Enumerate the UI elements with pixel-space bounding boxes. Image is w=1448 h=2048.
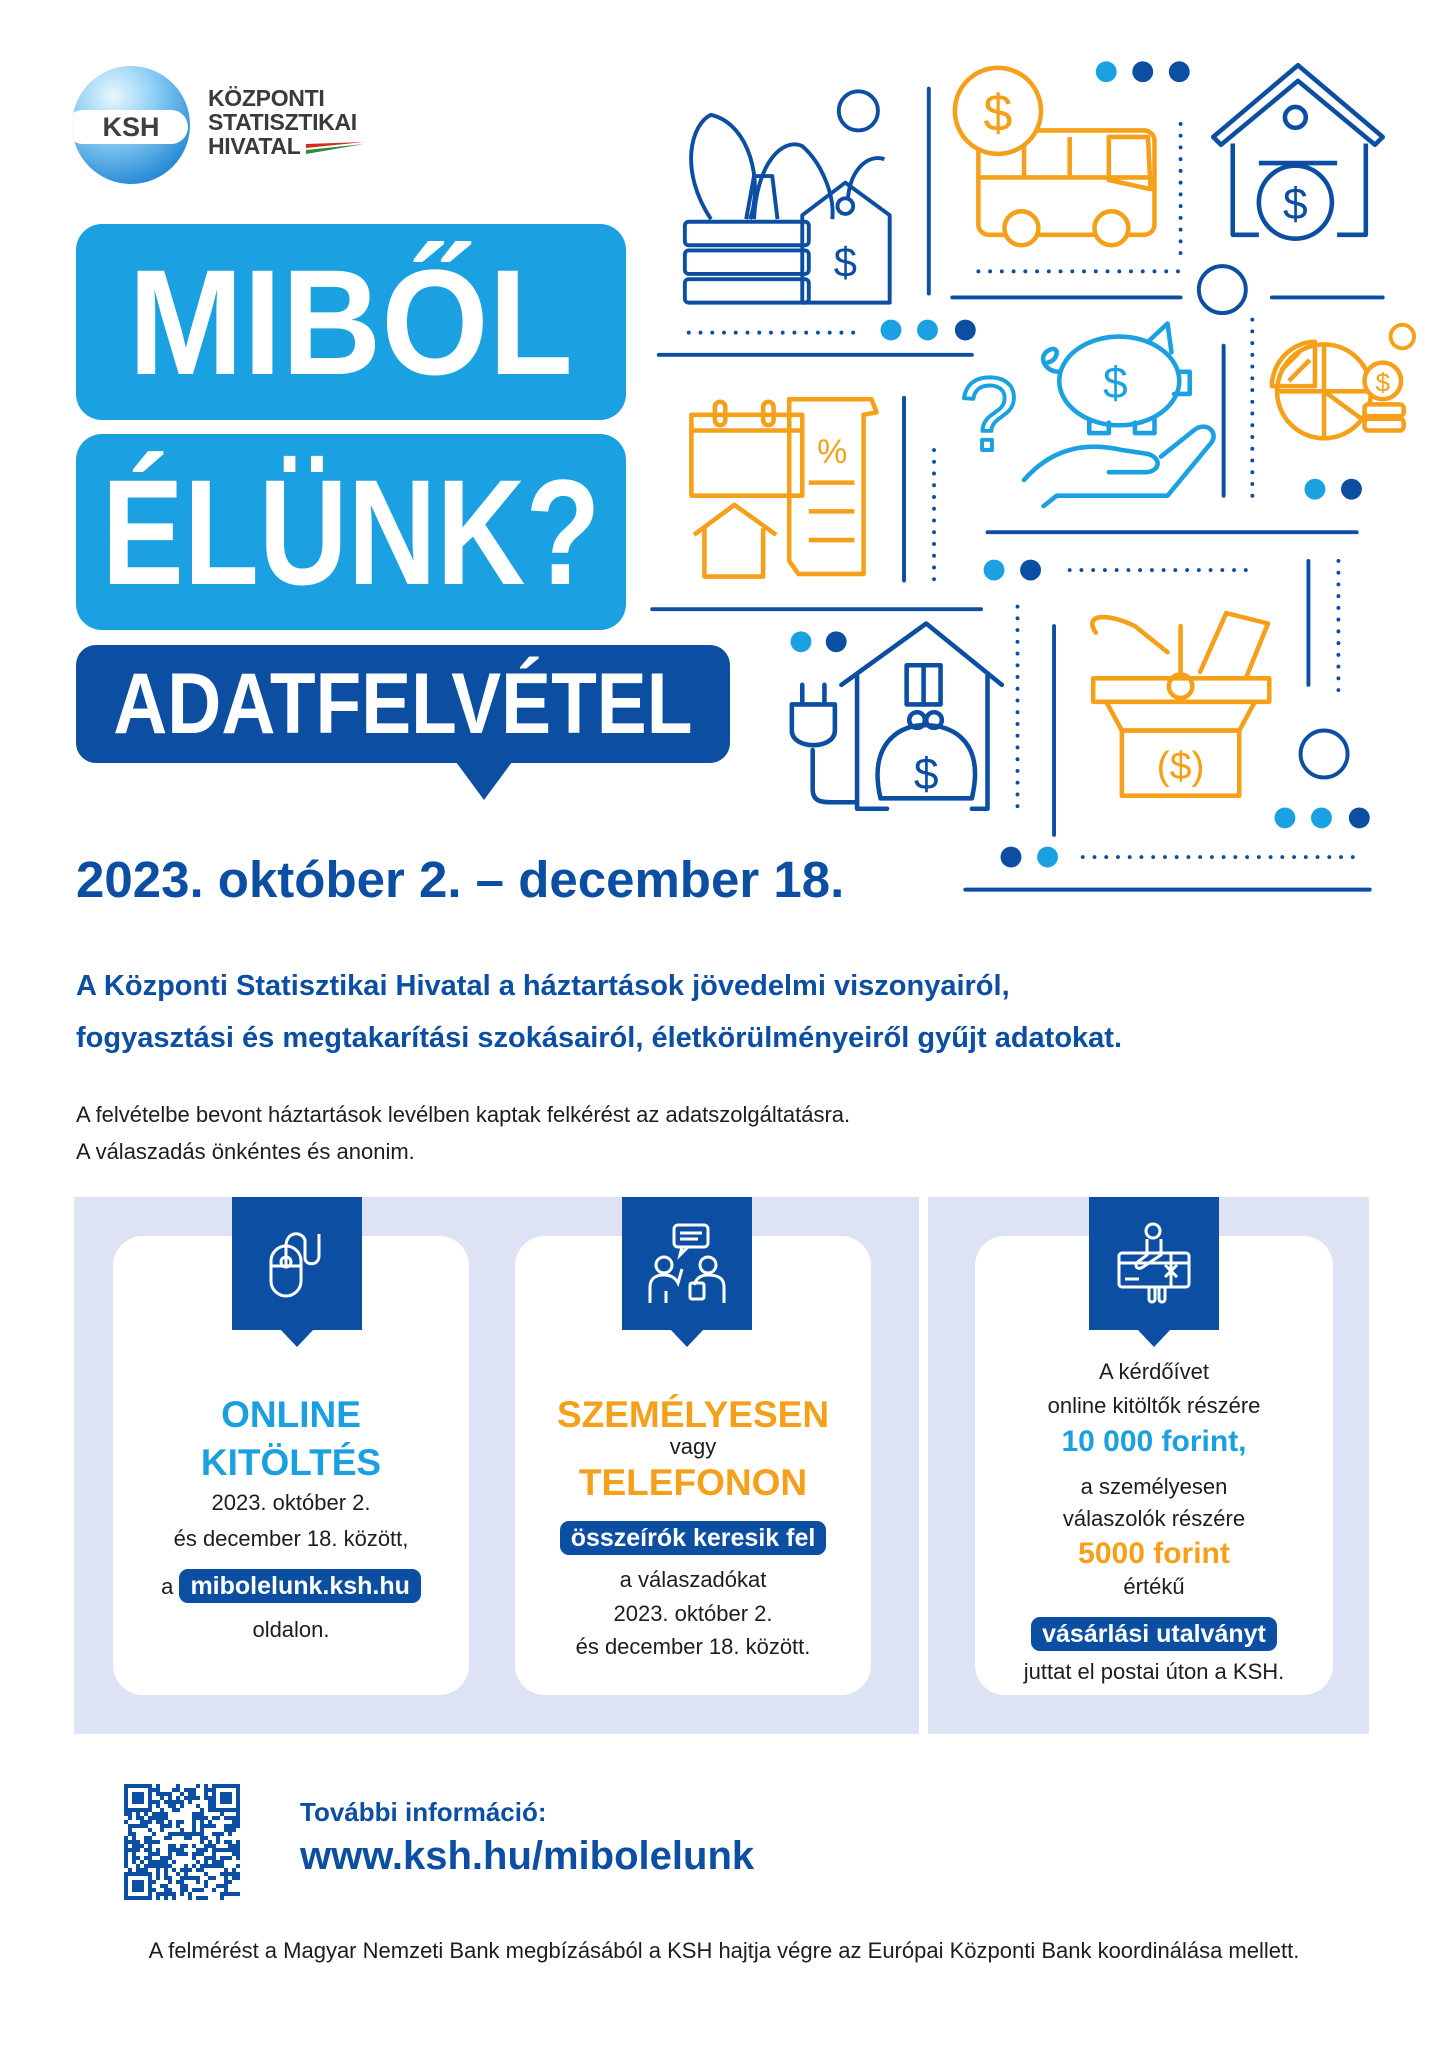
house-utilities-purse-icon: $: [789, 621, 1005, 812]
online-icon-tab: [232, 1197, 362, 1330]
intro-body-line: A válaszadás önkéntes és anonim.: [76, 1139, 415, 1164]
reward-icon-tab: [1089, 1197, 1219, 1330]
online-date-line: és december 18. között,: [173, 1526, 409, 1551]
connector-lines: [650, 86, 1385, 892]
subtitle: ADATFELVÉTEL: [113, 656, 693, 752]
bus-money-icon: $: [952, 65, 1157, 248]
svg-text:$: $: [983, 84, 1012, 142]
logo-wordmark: KÖZPONTI STATISZTIKAI HIVATAL: [208, 86, 357, 158]
in-person-reward-amount: 5000 forint: [1078, 1537, 1230, 1570]
reward-line: értékű: [1123, 1574, 1185, 1599]
dotted-lines: [686, 121, 1366, 859]
intro-lead: A Központi Statisztikai Hivatal a háztar…: [76, 960, 1122, 1064]
survey-date-range: 2023. október 2. – december 18.: [76, 851, 845, 908]
piggy-bank-hand-icon: ? $: [958, 321, 1216, 509]
in-person-line: a válaszadókat: [619, 1567, 767, 1592]
qr-finder-pattern: [220, 1792, 232, 1804]
online-survey-link[interactable]: mibolelunk.ksh.hu: [179, 1569, 421, 1603]
subtitle-pointer: [456, 762, 512, 800]
pie-chart-coins-icon: $: [1269, 339, 1406, 441]
online-card: ONLINE KITÖLTÉS 2023. október 2. és dece…: [113, 1236, 469, 1695]
in-person-line: 2023. október 2.: [613, 1601, 773, 1626]
svg-text:$: $: [1103, 359, 1128, 408]
online-reward-amount: 10 000 forint,: [1061, 1425, 1247, 1458]
interview-people-icon: [648, 1223, 726, 1303]
svg-text:$: $: [1376, 367, 1391, 397]
online-date-line: 2023. október 2.: [211, 1490, 371, 1515]
hero-title-line-2: ÉLÜNK?: [101, 448, 601, 616]
qr-finder-pattern: [132, 1792, 144, 1804]
bills-calendar-icon: %: [689, 396, 879, 579]
online-link-suffix: oldalon.: [252, 1617, 330, 1642]
voucher-badge-row: vásárlási utalványt: [975, 1615, 1333, 1655]
svg-text:($): ($): [1157, 745, 1205, 788]
in-person-title: SZEMÉLYESEN: [556, 1394, 830, 1435]
logo-band: [72, 110, 188, 144]
online-link-prefix: a: [161, 1574, 174, 1599]
online-title: KITÖLTÉS: [200, 1442, 382, 1483]
voucher-badge: vásárlási utalványt: [1031, 1617, 1277, 1651]
subtitle-box: ADATFELVÉTEL: [76, 645, 730, 763]
hungarian-flag-stripe-icon: [306, 142, 364, 154]
house-savings-icon: $: [1210, 62, 1386, 241]
online-link-row: a mibolelunk.ksh.hu: [113, 1567, 469, 1607]
logo-line: STATISZTIKAI: [208, 109, 357, 135]
reward-line: válaszolók részére: [1062, 1506, 1246, 1531]
logo-abbreviation: KSH: [102, 112, 160, 142]
intro-lead-line: A Központi Statisztikai Hivatal a háztar…: [76, 970, 1010, 1002]
intro-body-line: A felvételbe bevont háztartások levélben…: [76, 1102, 851, 1127]
svg-text:?: ?: [960, 357, 1018, 473]
svg-text:%: %: [817, 433, 847, 471]
decorative-dots: [790, 61, 1417, 868]
in-person-line: és december 18. között.: [575, 1634, 811, 1659]
intro-lead-line: fogyasztási és megtakarítási szokásairól…: [76, 1022, 1123, 1054]
hero-title-box-2: ÉLÜNK?: [76, 434, 626, 630]
in-person-icon-tab: [622, 1197, 752, 1330]
logo-line: KÖZPONTI: [208, 85, 325, 111]
reward-line: a személyesen: [1080, 1474, 1228, 1499]
shopping-basket-icon: ($): [1090, 610, 1272, 799]
svg-text:$: $: [834, 239, 857, 286]
online-tab-pointer: [280, 1329, 314, 1347]
in-person-tab-pointer: [670, 1329, 704, 1347]
gift-card-icon: [1117, 1222, 1191, 1303]
more-info-label: További információ:: [300, 1797, 547, 1827]
reward-line: online kitöltők részére: [1047, 1393, 1261, 1418]
ksh-logo-emblem: KSH: [72, 66, 190, 184]
reward-line: A kérdőívet: [1098, 1359, 1210, 1384]
hero-title-line-1: MIBŐL: [128, 238, 574, 406]
qr-finder-pattern: [132, 1880, 144, 1892]
in-person-badge-row: összeírók keresik fel: [515, 1519, 871, 1559]
logo-line: HIVATAL: [208, 133, 301, 159]
groceries-price-tag-icon: $: [682, 112, 892, 305]
footer-note: A felmérést a Magyar Nemzeti Bank megbíz…: [148, 1938, 1300, 1963]
intro-body: A felvételbe bevont háztartások levélben…: [76, 1096, 850, 1170]
online-title: ONLINE: [221, 1394, 361, 1435]
more-info-link[interactable]: www.ksh.hu/mibolelunk: [300, 1834, 755, 1878]
computer-mouse-icon: [269, 1231, 321, 1297]
qr-code[interactable]: [124, 1784, 240, 1900]
phone-title: TELEFONON: [578, 1462, 808, 1503]
svg-text:$: $: [914, 750, 939, 799]
hero-title-box-1: MIBŐL: [76, 224, 626, 420]
svg-text:$: $: [1283, 180, 1308, 229]
reward-tab-pointer: [1137, 1329, 1171, 1347]
in-person-connector: vagy: [669, 1434, 717, 1459]
enumerators-badge: összeírók keresik fel: [559, 1521, 827, 1555]
reward-line: juttat el postai úton a KSH.: [1023, 1659, 1285, 1684]
